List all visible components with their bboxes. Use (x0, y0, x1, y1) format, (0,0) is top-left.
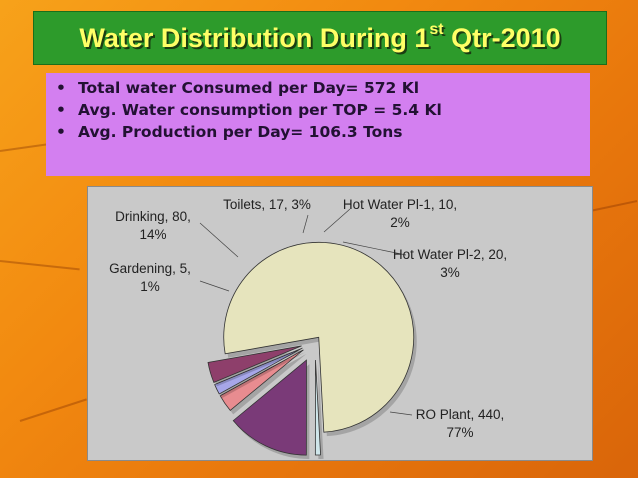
leader-line (342, 241, 407, 256)
leader-line (199, 222, 239, 258)
pie-slice-gardening (314, 359, 321, 456)
pie-slice-drinking (232, 359, 307, 456)
leader-line (389, 411, 413, 416)
slice-label: Hot Water Pl-1, 10, 2% (343, 197, 457, 230)
slice-label: Gardening, 5, 1% (109, 261, 191, 294)
bullet-text: Avg. Production per Day= 106.3 Tons (78, 123, 403, 141)
title-main-text: Water Distribution During 1 (79, 22, 430, 53)
bullet-item: • Avg. Production per Day= 106.3 Tons (56, 123, 403, 141)
summary-box: • Total water Consumed per Day= 572 Kl • A… (46, 73, 590, 176)
pie-slice-toilets (219, 349, 304, 411)
title-end-text: Qtr-2010 (443, 22, 561, 53)
slice-label: RO Plant, 440, 77% (416, 407, 505, 440)
bullet-text: Avg. Water consumption per TOP = 5.4 Kl (78, 101, 442, 119)
pie-chart-svg: RO Plant, 440, 77% Gardening, 5, 1% Drinking… (109, 197, 507, 460)
pie-slice-shadow (217, 352, 306, 398)
background-streak (19, 398, 87, 422)
background-streak (589, 200, 638, 212)
slide-title-box: Water Distribution During 1st Qtr-2010 (33, 11, 607, 65)
slide-title: Water Distribution During 1st Qtr-2010 (79, 20, 561, 54)
bullet-item: • Avg. Water consumption per TOP = 5.4 Kl (56, 101, 442, 119)
title-superscript: st (429, 20, 444, 38)
pie-slice-hot-water-pl-2 (207, 345, 302, 383)
pie-slice-hot-water-pl-1 (214, 347, 303, 395)
slice-label: Hot Water Pl-2, 20, 3% (393, 247, 507, 280)
leader-line (302, 214, 309, 234)
bullet-text: Total water Consumed per Day= 572 Kl (78, 79, 420, 97)
pie-chart: RO Plant, 440, 77% Gardening, 5, 1% Drinking… (87, 186, 593, 461)
bullet-item: • Total water Consumed per Day= 572 Kl (56, 79, 420, 97)
background-streak (0, 260, 80, 271)
leader-line (199, 280, 230, 292)
pie-slice-ro-plant (223, 241, 415, 433)
pie-slice-shadow (211, 349, 305, 387)
slice-label: Drinking, 80, 14% (115, 209, 191, 242)
slice-label: Toilets, 17, 3% (223, 197, 311, 212)
leader-line (323, 208, 351, 233)
